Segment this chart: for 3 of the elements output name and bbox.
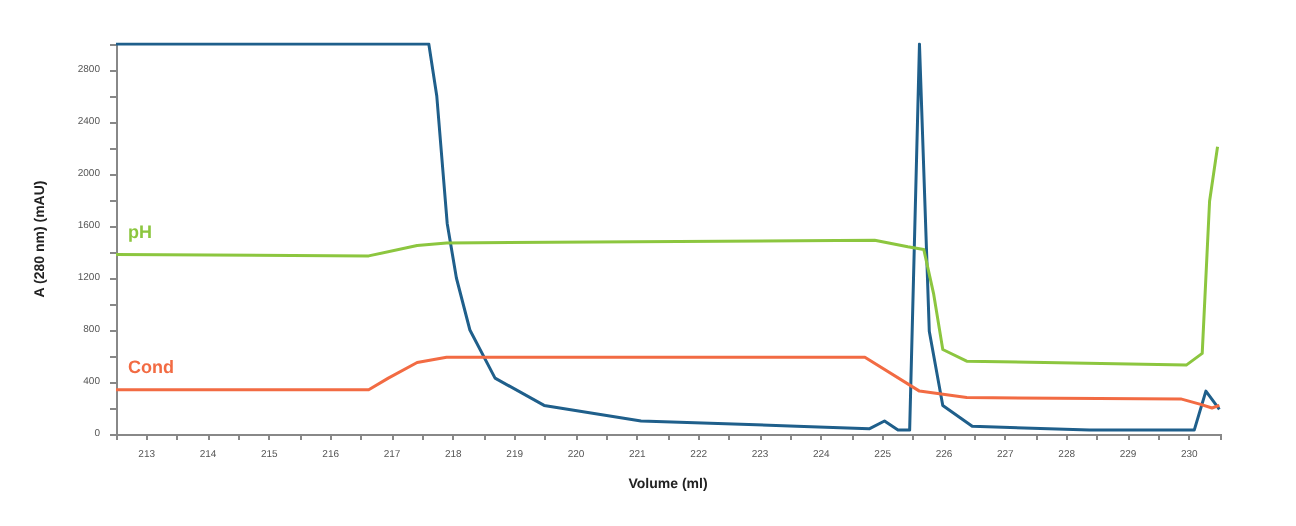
series-label: pH xyxy=(128,221,152,242)
series-label: Cond xyxy=(128,356,174,377)
line-series xyxy=(114,355,1221,410)
